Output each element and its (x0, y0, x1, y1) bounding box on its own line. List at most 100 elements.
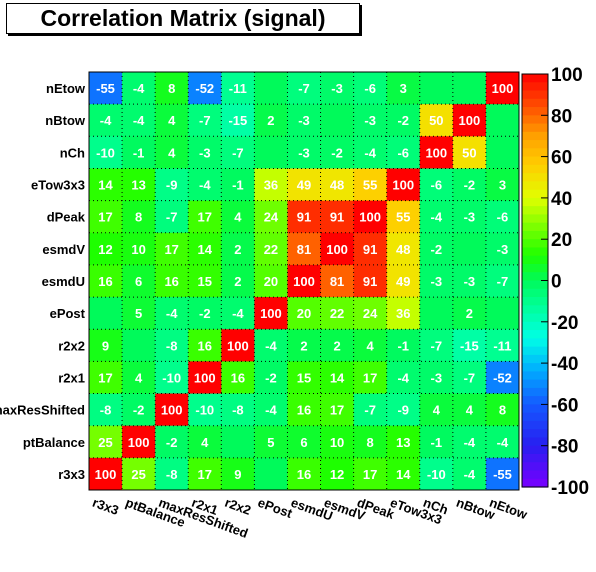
heatmap-cell (320, 136, 355, 169)
cell-value: 5 (135, 306, 142, 321)
heatmap-cell (419, 104, 454, 137)
cell-value: 8 (168, 81, 175, 96)
cell-value: 20 (264, 274, 278, 289)
y-tick-label: ePost (50, 306, 86, 321)
cell-value: 16 (164, 274, 178, 289)
cell-value: -7 (464, 370, 476, 385)
cell-value: -7 (232, 145, 244, 160)
cell-value: -8 (166, 338, 178, 353)
heatmap-cell (221, 264, 255, 298)
colorbar-segment (522, 288, 548, 298)
colorbar-segment (522, 197, 548, 207)
heatmap-cell (287, 393, 322, 427)
heatmap-cell (485, 136, 520, 169)
heatmap-cell (89, 361, 123, 395)
cell-value: -4 (166, 306, 178, 321)
heatmap-cell (320, 329, 355, 362)
cell-value: -2 (331, 145, 343, 160)
colorbar-segment (522, 313, 548, 323)
heatmap-cell (188, 232, 222, 266)
heatmap-cell (320, 457, 355, 491)
colorbar-segment (522, 239, 548, 249)
colorbar-tick-label: 40 (551, 189, 572, 210)
heatmap-cell (254, 393, 288, 427)
heatmap-cell (419, 393, 454, 427)
heatmap-cell (485, 457, 520, 491)
heatmap-cell (452, 361, 487, 395)
heatmap-cell (287, 329, 322, 362)
heatmap-cell (287, 361, 322, 395)
cell-value: 100 (425, 145, 447, 160)
y-tick-label: esmdV (42, 242, 85, 257)
heatmap-cell (353, 393, 388, 427)
heatmap-cell (353, 136, 388, 169)
cell-value: 14 (98, 178, 113, 193)
cell-value: 100 (260, 306, 282, 321)
heatmap-cell (188, 104, 222, 137)
heatmap-cell (386, 72, 421, 105)
heatmap-cell (188, 200, 222, 234)
heatmap-cell (155, 393, 189, 427)
colorbar-segment (522, 131, 548, 141)
cell-value: -2 (199, 306, 211, 321)
heatmap-cell (485, 425, 520, 459)
cell-value: 17 (98, 210, 112, 225)
heatmap-cell (254, 264, 288, 298)
heatmap-cell (254, 329, 288, 362)
y-tick-label: nEtow (46, 81, 86, 96)
heatmap-cell (287, 425, 322, 459)
heatmap-cell (320, 104, 355, 137)
heatmap-cell (155, 104, 189, 137)
heatmap-cell (320, 200, 355, 234)
heatmap-cell (419, 200, 454, 234)
heatmap-cell (452, 393, 487, 427)
cell-value: 10 (131, 242, 145, 257)
heatmap-cell (122, 425, 156, 459)
heatmap-cell (122, 136, 156, 169)
cell-value: -1 (232, 178, 244, 193)
heatmap-cell (221, 393, 255, 427)
colorbar-segment (522, 338, 548, 348)
colorbar-tick-label: 20 (551, 230, 572, 251)
heatmap-cell (419, 232, 454, 266)
cell-value: 17 (330, 403, 344, 418)
cell-value: -3 (497, 242, 509, 257)
cell-value: 12 (98, 242, 112, 257)
colorbar-segment (522, 98, 548, 108)
cell-value: 100 (392, 178, 414, 193)
colorbar-segment (522, 115, 548, 125)
heatmap-cell (287, 264, 322, 298)
colorbar-segment (522, 420, 548, 430)
cell-value: 17 (363, 370, 377, 385)
heatmap-cell (254, 104, 288, 137)
colorbar-segment (522, 371, 548, 381)
cell-value: -2 (166, 435, 178, 450)
cell-value: 13 (396, 435, 410, 450)
heatmap-cell (287, 136, 322, 169)
y-tick-label: maxResShifted (0, 403, 85, 418)
colorbar-segment (522, 189, 548, 199)
plot-frame (88, 71, 520, 491)
heatmap-cell (386, 297, 421, 330)
cell-value: -7 (431, 338, 443, 353)
y-tick-label: nCh (60, 145, 85, 160)
cell-value: 15 (297, 370, 311, 385)
cell-value: 16 (297, 467, 311, 482)
heatmap-cell (287, 200, 322, 234)
heatmap-cell (155, 136, 189, 169)
heatmap-cell (386, 232, 421, 266)
heatmap-cell (89, 200, 123, 234)
cell-value: -1 (431, 435, 443, 450)
cell-value: 100 (128, 435, 150, 450)
heatmap-cell (155, 264, 189, 298)
cell-value: 4 (168, 113, 176, 128)
heatmap-cell (155, 232, 189, 266)
colorbar-segment (522, 206, 548, 216)
cell-value: 55 (363, 178, 377, 193)
cell-value: 100 (95, 467, 117, 482)
heatmap-cell (485, 297, 520, 330)
heatmap-cell (89, 457, 123, 491)
cell-value: -55 (96, 81, 115, 96)
heatmap-cell (155, 297, 189, 330)
heatmap-cell (386, 136, 421, 169)
